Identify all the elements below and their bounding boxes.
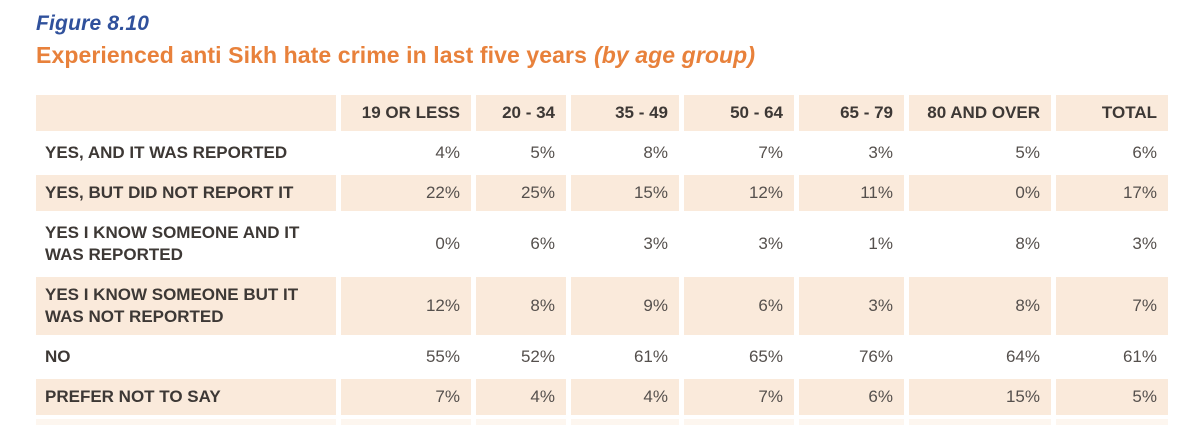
table-row: PREFER NOT TO SAY 7% 4% 4% 7% 6% 15% 5% <box>36 379 1168 415</box>
value-cell: 8% <box>571 135 679 171</box>
value-cell: 6% <box>1056 135 1168 171</box>
value-cell: 76% <box>799 339 904 375</box>
value-cell: 4% <box>476 379 566 415</box>
value-cell: 4% <box>341 135 471 171</box>
value-cell: 55% <box>341 339 471 375</box>
value-cell: 4% <box>571 379 679 415</box>
value-cell: 5% <box>476 135 566 171</box>
table-row: YES, AND IT WAS REPORTED 4% 5% 8% 7% 3% 5% 6% <box>36 135 1168 171</box>
column-header: 80 AND OVER <box>909 95 1051 131</box>
value-cell: 7% <box>684 135 794 171</box>
value-cell: 9% <box>571 277 679 335</box>
value-cell: 5% <box>1056 379 1168 415</box>
value-cell: 15% <box>571 175 679 211</box>
value-cell: 61% <box>1056 339 1168 375</box>
table-row: YES, BUT DID NOT REPORT IT 22% 25% 15% 12% 11… <box>36 175 1168 211</box>
title-main: Experienced anti Sikh hate crime in last… <box>36 42 587 68</box>
value-cell: 52% <box>476 339 566 375</box>
row-label: PREFER NOT TO SAY <box>36 379 336 415</box>
partial-cell <box>909 419 1051 425</box>
value-cell: 1% <box>799 215 904 273</box>
title-suffix: (by age group) <box>593 42 756 68</box>
table-row: NO 55% 52% 61% 65% 76% 64% 61% <box>36 339 1168 375</box>
partial-cell <box>341 419 471 425</box>
value-cell: 3% <box>799 277 904 335</box>
value-cell: 12% <box>341 277 471 335</box>
value-cell: 8% <box>476 277 566 335</box>
value-cell: 15% <box>909 379 1051 415</box>
row-label: YES, BUT DID NOT REPORT IT <box>36 175 336 211</box>
value-cell: 64% <box>909 339 1051 375</box>
partial-cell <box>1056 419 1168 425</box>
column-header: 19 OR LESS <box>341 95 471 131</box>
value-cell: 25% <box>476 175 566 211</box>
column-header: 35 - 49 <box>571 95 679 131</box>
value-cell: 8% <box>909 277 1051 335</box>
value-cell: 11% <box>799 175 904 211</box>
page-title: Experienced anti Sikh hate crime in last… <box>36 42 1200 69</box>
value-cell: 7% <box>684 379 794 415</box>
partial-cell <box>571 419 679 425</box>
value-cell: 12% <box>684 175 794 211</box>
value-cell: 22% <box>341 175 471 211</box>
value-cell: 0% <box>341 215 471 273</box>
value-cell: 3% <box>571 215 679 273</box>
row-label: NO <box>36 339 336 375</box>
column-header: 20 - 34 <box>476 95 566 131</box>
column-header: 65 - 79 <box>799 95 904 131</box>
row-label: YES I KNOW SOMEONE BUT IT WAS NOT REPORTE… <box>36 277 336 335</box>
partial-cell <box>684 419 794 425</box>
value-cell: 8% <box>909 215 1051 273</box>
header-row: 19 OR LESS 20 - 34 35 - 49 50 - 64 65 - 79 80… <box>36 95 1168 131</box>
value-cell: 65% <box>684 339 794 375</box>
table-row: YES I KNOW SOMEONE BUT IT WAS NOT REPORTE… <box>36 277 1168 335</box>
value-cell: 7% <box>341 379 471 415</box>
corner-cell <box>36 95 336 131</box>
partial-next-row <box>36 419 1168 425</box>
column-header: TOTAL <box>1056 95 1168 131</box>
partial-cell <box>36 419 336 425</box>
value-cell: 7% <box>1056 277 1168 335</box>
partial-cell <box>799 419 904 425</box>
partial-cell <box>476 419 566 425</box>
value-cell: 3% <box>684 215 794 273</box>
row-label: YES, AND IT WAS REPORTED <box>36 135 336 171</box>
column-header: 50 - 64 <box>684 95 794 131</box>
row-label: YES I KNOW SOMEONE AND IT WAS REPORTED <box>36 215 336 273</box>
table-row: YES I KNOW SOMEONE AND IT WAS REPORTED 0% 6… <box>36 215 1168 273</box>
value-cell: 17% <box>1056 175 1168 211</box>
value-cell: 0% <box>909 175 1051 211</box>
figure-table: 19 OR LESS 20 - 34 35 - 49 50 - 64 65 - 79 80… <box>31 91 1173 429</box>
value-cell: 6% <box>799 379 904 415</box>
value-cell: 5% <box>909 135 1051 171</box>
value-cell: 3% <box>1056 215 1168 273</box>
value-cell: 3% <box>799 135 904 171</box>
value-cell: 6% <box>476 215 566 273</box>
value-cell: 6% <box>684 277 794 335</box>
figure-number: Figure 8.10 <box>36 12 150 35</box>
value-cell: 61% <box>571 339 679 375</box>
